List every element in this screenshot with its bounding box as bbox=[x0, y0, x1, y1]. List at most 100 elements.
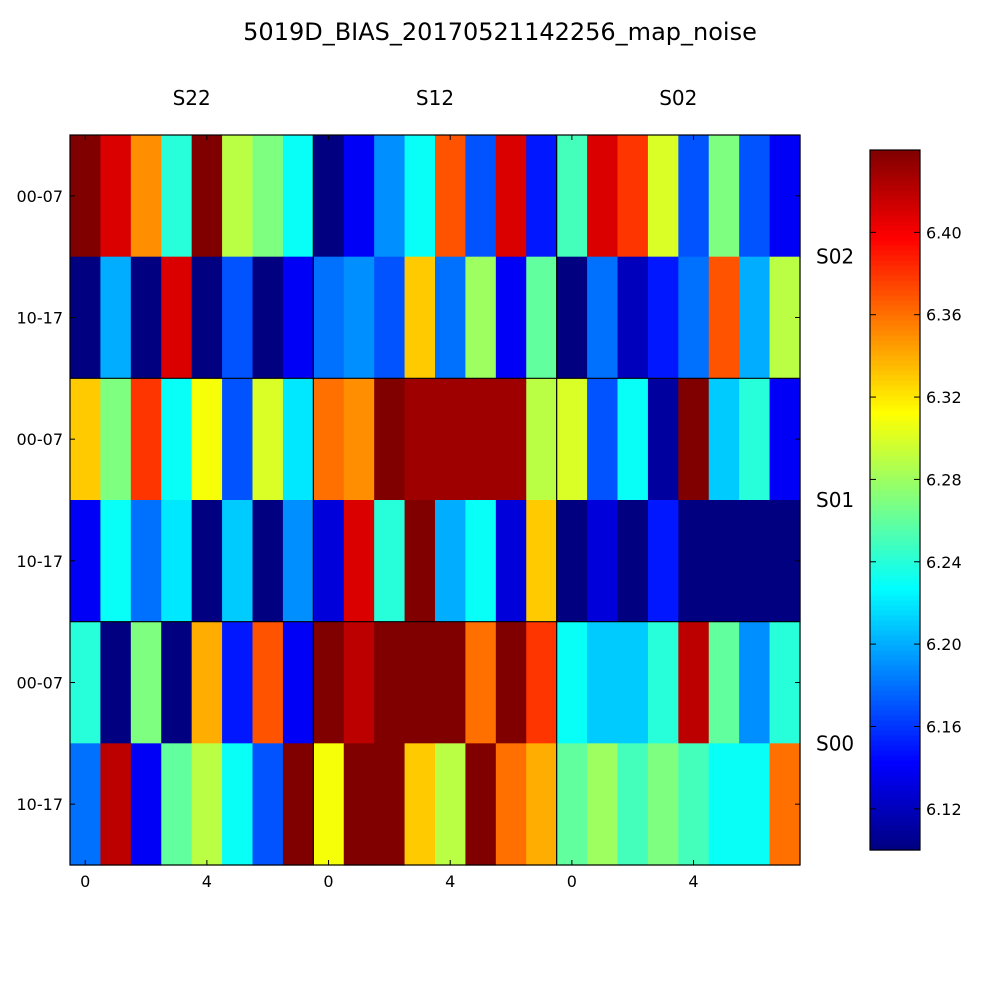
colorbar-segment bbox=[870, 460, 920, 466]
heatmap-cell bbox=[374, 500, 406, 623]
colorbar-segment bbox=[870, 685, 920, 691]
colorbar-segment bbox=[870, 235, 920, 241]
heatmap-cell bbox=[556, 500, 588, 623]
colorbar-segment bbox=[870, 550, 920, 556]
heatmap-cell bbox=[739, 378, 771, 501]
colorbar-segment bbox=[870, 660, 920, 666]
heatmap-cell bbox=[161, 621, 193, 744]
colorbar-segment bbox=[870, 345, 920, 351]
x-tick-labels: 0 4 0 4 0 4 bbox=[80, 135, 699, 891]
heatmap-cell bbox=[435, 256, 467, 379]
heatmap-cell bbox=[222, 500, 254, 623]
colorbar-segment bbox=[870, 240, 920, 246]
heatmap-cell bbox=[252, 743, 284, 866]
x-tick-label: 4 bbox=[445, 872, 455, 891]
heatmap-cell bbox=[465, 500, 497, 623]
colorbar-segment bbox=[870, 665, 920, 671]
colorbar-segment bbox=[870, 595, 920, 601]
heatmap-cell bbox=[130, 743, 162, 866]
heatmap-cell bbox=[343, 743, 375, 866]
x-tick-label: 0 bbox=[567, 872, 577, 891]
colorbar-segment bbox=[870, 490, 920, 496]
colorbar-segment bbox=[870, 340, 920, 346]
colorbar-tick-label: 6.16 bbox=[926, 718, 962, 737]
heatmap-cell bbox=[404, 135, 436, 258]
colorbar-tick-label: 6.12 bbox=[926, 800, 962, 819]
colorbar-segment bbox=[870, 445, 920, 451]
colorbar-segment bbox=[870, 570, 920, 576]
colorbar-segment bbox=[870, 210, 920, 216]
heatmap-cell bbox=[435, 500, 467, 623]
heatmap-cell bbox=[404, 743, 436, 866]
colorbar-segment bbox=[870, 680, 920, 686]
heatmap-cell bbox=[161, 135, 193, 258]
colorbar-segment bbox=[870, 580, 920, 586]
heatmap-cell bbox=[465, 743, 497, 866]
heatmap-cell bbox=[70, 500, 102, 623]
colorbar-segment bbox=[870, 350, 920, 356]
heatmap-cell bbox=[343, 621, 375, 744]
heatmap-cell bbox=[556, 621, 588, 744]
heatmap-cell bbox=[708, 378, 740, 501]
heatmap-cell bbox=[130, 621, 162, 744]
colorbar-segment bbox=[870, 205, 920, 211]
colorbar-segment bbox=[870, 300, 920, 306]
heatmap-cell bbox=[435, 135, 467, 258]
column-group-label: S02 bbox=[659, 86, 697, 110]
heatmap-cell bbox=[465, 621, 497, 744]
colorbar-segment bbox=[870, 690, 920, 696]
heatmap-cell bbox=[526, 743, 558, 866]
colorbar-segment bbox=[870, 845, 920, 851]
colorbar-segment bbox=[870, 760, 920, 766]
heatmap-cell bbox=[587, 621, 619, 744]
heatmap-cell bbox=[435, 378, 467, 501]
colorbar-segment bbox=[870, 150, 920, 156]
colorbar-tick-label: 6.32 bbox=[926, 388, 962, 407]
colorbar-segment bbox=[870, 195, 920, 201]
heatmap-cell bbox=[465, 135, 497, 258]
colorbar-segment bbox=[870, 480, 920, 486]
x-tick-label: 0 bbox=[80, 872, 90, 891]
colorbar-segment bbox=[870, 225, 920, 231]
heatmap-cell bbox=[100, 500, 132, 623]
heatmap-cell bbox=[70, 378, 102, 501]
colorbar-segment bbox=[870, 565, 920, 571]
heatmap-cell bbox=[70, 135, 102, 258]
colorbar-segment bbox=[870, 450, 920, 456]
colorbar-segment bbox=[870, 540, 920, 546]
colorbar-segment bbox=[870, 390, 920, 396]
heatmap-cell bbox=[708, 500, 740, 623]
heatmap-cell bbox=[374, 256, 406, 379]
colorbar-segment bbox=[870, 700, 920, 706]
colorbar-segment bbox=[870, 630, 920, 636]
heatmap-cell bbox=[739, 256, 771, 379]
colorbar-segment bbox=[870, 495, 920, 501]
colorbar-segment bbox=[870, 610, 920, 616]
colorbar-segment bbox=[870, 530, 920, 536]
colorbar-tick-label: 6.28 bbox=[926, 470, 962, 489]
heatmap-cell bbox=[191, 378, 223, 501]
x-tick-label: 0 bbox=[323, 872, 333, 891]
colorbar-segment bbox=[870, 430, 920, 436]
colorbar-segment bbox=[870, 410, 920, 416]
heatmap-cell bbox=[739, 500, 771, 623]
heatmap-cell bbox=[161, 743, 193, 866]
row-label: 00-07 bbox=[17, 674, 64, 693]
colorbar-segment bbox=[870, 645, 920, 651]
colorbar-segment bbox=[870, 400, 920, 406]
heatmap-cell bbox=[191, 135, 223, 258]
x-tick-label: 4 bbox=[202, 872, 212, 891]
heatmap-cell bbox=[343, 135, 375, 258]
heatmap-cell bbox=[313, 378, 345, 501]
colorbar-segment bbox=[870, 370, 920, 376]
colorbar-segment bbox=[870, 165, 920, 171]
colorbar-segment bbox=[870, 440, 920, 446]
colorbar-segment bbox=[870, 455, 920, 461]
heatmap-cell bbox=[556, 743, 588, 866]
heatmap-cell bbox=[404, 256, 436, 379]
row-labels: 00-07 10-17 00-07 10-17 00-07 10-17 bbox=[17, 187, 64, 814]
heatmap-cell bbox=[678, 621, 710, 744]
heatmap-cell bbox=[130, 500, 162, 623]
colorbar-segment bbox=[870, 485, 920, 491]
heatmap-cell bbox=[708, 621, 740, 744]
